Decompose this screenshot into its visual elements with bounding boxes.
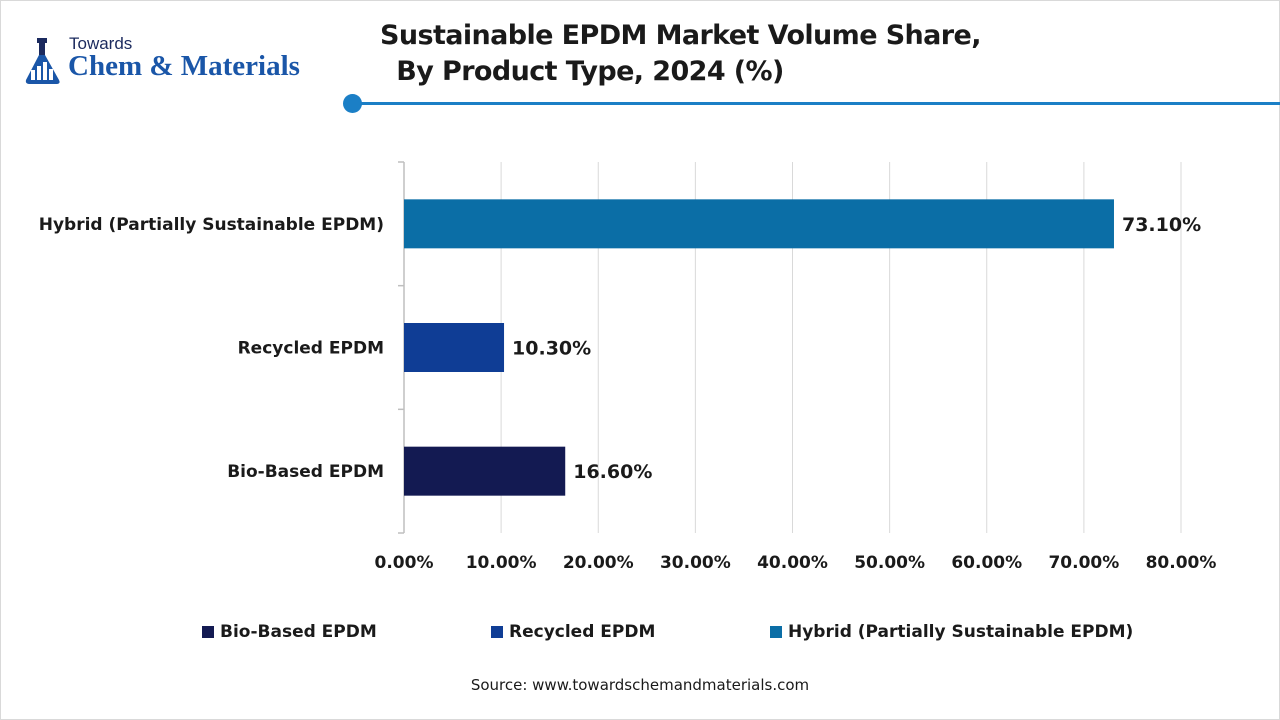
category-label-hybrid-partially-sustainable-epdm: Hybrid (Partially Sustainable EPDM)	[39, 215, 384, 235]
legend-label-bio-based: Bio-Based EPDM	[220, 622, 377, 642]
brand-top-text: Towards	[69, 34, 133, 53]
x-tick-label-3: 30.00%	[660, 553, 731, 573]
legend-swatch-recycled	[491, 626, 503, 638]
legend-item-hybrid: Hybrid (Partially Sustainable EPDM)	[770, 622, 1133, 642]
data-label-hybrid-partially-sustainable-epdm: 73.10%	[1122, 214, 1201, 236]
legend-swatch-bio-based	[202, 626, 214, 638]
bar-chart: 0.00% 10.00% 20.00% 30.00% 40.00% 50.00% 60.00…	[39, 161, 1217, 573]
data-label-bio-based-epdm: 16.60%	[573, 461, 652, 483]
legend-label-recycled: Recycled EPDM	[509, 622, 656, 642]
x-tick-label-1: 10.00%	[466, 553, 537, 573]
category-label-recycled-epdm: Recycled EPDM	[238, 339, 384, 359]
x-tick-label-2: 20.00%	[563, 553, 634, 573]
legend-item-bio-based: Bio-Based EPDM	[202, 622, 377, 642]
x-tick-label-8: 80.00%	[1146, 553, 1217, 573]
x-tick-label-4: 40.00%	[757, 553, 828, 573]
bar-recycled-epdm	[404, 323, 505, 372]
legend: Bio-Based EPDM Recycled EPDM Hybrid (Par…	[0, 622, 1280, 644]
legend-swatch-hybrid	[770, 626, 782, 638]
chart-title-line-2: By Product Type, 2024 (%)	[396, 56, 784, 87]
bar-bio-based-epdm	[404, 446, 566, 496]
title-rule	[352, 102, 1280, 105]
title-rule-dot	[343, 94, 362, 113]
x-tick-label-5: 50.00%	[854, 553, 925, 573]
data-label-recycled-epdm: 10.30%	[512, 338, 591, 360]
brand-main-text: Chem & Materials	[68, 50, 300, 82]
source-note: Source: www.towardschemandmaterials.com	[470, 676, 810, 694]
flask-logo-icon	[25, 38, 60, 84]
legend-item-recycled: Recycled EPDM	[491, 622, 655, 642]
legend-label-hybrid: Hybrid (Partially Sustainable EPDM)	[788, 622, 1134, 642]
x-tick-label-7: 70.00%	[1048, 553, 1119, 573]
bar-hybrid-partially-sustainable-epdm	[404, 199, 1114, 249]
x-tick-label-6: 60.00%	[951, 553, 1022, 573]
x-tick-label-0: 0.00%	[375, 553, 434, 573]
category-label-bio-based-epdm: Bio-Based EPDM	[227, 462, 384, 482]
brand-logo: Towards Chem & Materials	[22, 34, 342, 90]
